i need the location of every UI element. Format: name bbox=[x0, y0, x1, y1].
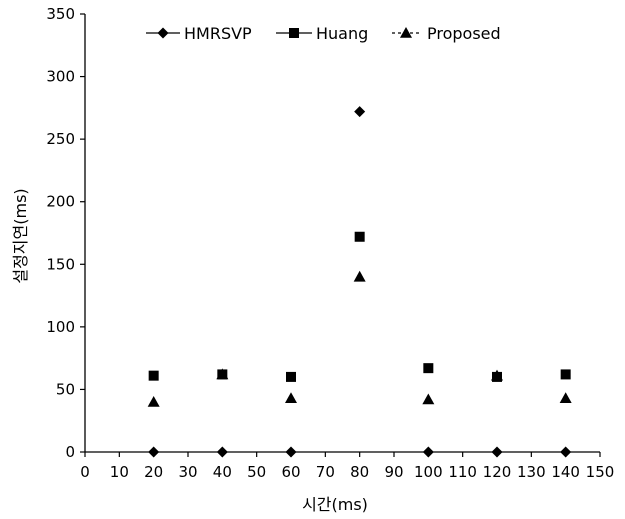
x-tick-label: 100 bbox=[414, 463, 443, 481]
y-tick-label: 200 bbox=[46, 193, 75, 211]
x-tick-label: 140 bbox=[551, 463, 580, 481]
proposed-point bbox=[147, 395, 160, 407]
hmrsvp-point bbox=[354, 106, 366, 118]
hmrsvp-point bbox=[491, 446, 503, 458]
x-tick-label: 70 bbox=[316, 463, 335, 481]
legend-item-proposed: Proposed bbox=[392, 24, 501, 43]
y-tick-label: 100 bbox=[46, 318, 75, 336]
x-tick-label: 80 bbox=[350, 463, 369, 481]
x-tick-label: 120 bbox=[483, 463, 512, 481]
legend: HMRSVP Huang Proposed bbox=[146, 24, 501, 43]
axes bbox=[84, 14, 600, 453]
x-tick-label: 130 bbox=[517, 463, 546, 481]
legend-triangle-icon bbox=[400, 27, 412, 38]
legend-square-icon bbox=[289, 28, 299, 38]
x-tick-label: 110 bbox=[448, 463, 477, 481]
huang-point bbox=[148, 370, 159, 381]
y-tick-label: 250 bbox=[46, 130, 75, 148]
y-ticks: 0 50 100 150 200 250 300 350 bbox=[46, 5, 85, 461]
legend-diamond-icon bbox=[157, 27, 169, 39]
huang-point bbox=[286, 371, 296, 382]
x-tick-label: 30 bbox=[178, 463, 197, 481]
proposed-point bbox=[353, 270, 366, 282]
proposed-point bbox=[491, 369, 503, 381]
proposed-point bbox=[216, 368, 229, 380]
legend-label: HMRSVP bbox=[184, 24, 252, 43]
legend-item-hmrsvp: HMRSVP bbox=[146, 24, 252, 43]
legend-label: Huang bbox=[316, 24, 368, 43]
x-axis-title: 시간(ms) bbox=[302, 495, 368, 514]
y-tick-label: 300 bbox=[46, 68, 75, 86]
hmrsvp-point bbox=[285, 446, 297, 458]
series-hmrsvp bbox=[148, 106, 572, 458]
y-tick-label: 50 bbox=[56, 380, 75, 398]
legend-item-huang: Huang bbox=[276, 24, 368, 43]
x-tick-label: 20 bbox=[144, 463, 163, 481]
x-tick-label: 60 bbox=[281, 463, 300, 481]
y-tick-label: 150 bbox=[46, 255, 75, 273]
y-axis-title: 설정지연(ms) bbox=[11, 188, 30, 283]
x-tick-label: 50 bbox=[247, 463, 266, 481]
x-tick-label: 40 bbox=[213, 463, 232, 481]
x-tick-label: 150 bbox=[586, 463, 615, 481]
hmrsvp-point bbox=[148, 446, 160, 458]
legend-label: Proposed bbox=[427, 24, 501, 43]
hmrsvp-point bbox=[560, 446, 572, 458]
series-huang bbox=[148, 231, 571, 382]
proposed-point bbox=[285, 392, 297, 403]
proposed-point bbox=[422, 393, 435, 405]
x-ticks: 0 10 20 30 40 50 60 70 80 90 100 110 120 130 140 150 bbox=[80, 452, 614, 481]
x-tick-label: 90 bbox=[384, 463, 403, 481]
x-tick-label: 0 bbox=[80, 463, 90, 481]
series-proposed bbox=[147, 270, 572, 407]
hmrsvp-point bbox=[422, 446, 434, 458]
hmrsvp-point bbox=[216, 446, 228, 458]
huang-point bbox=[423, 363, 434, 374]
proposed-point bbox=[559, 392, 572, 403]
y-tick-label: 0 bbox=[65, 443, 75, 461]
x-tick-label: 10 bbox=[110, 463, 129, 481]
data-marks bbox=[147, 106, 572, 458]
y-tick-label: 350 bbox=[46, 5, 75, 23]
huang-point bbox=[354, 231, 365, 242]
huang-point bbox=[560, 369, 571, 380]
